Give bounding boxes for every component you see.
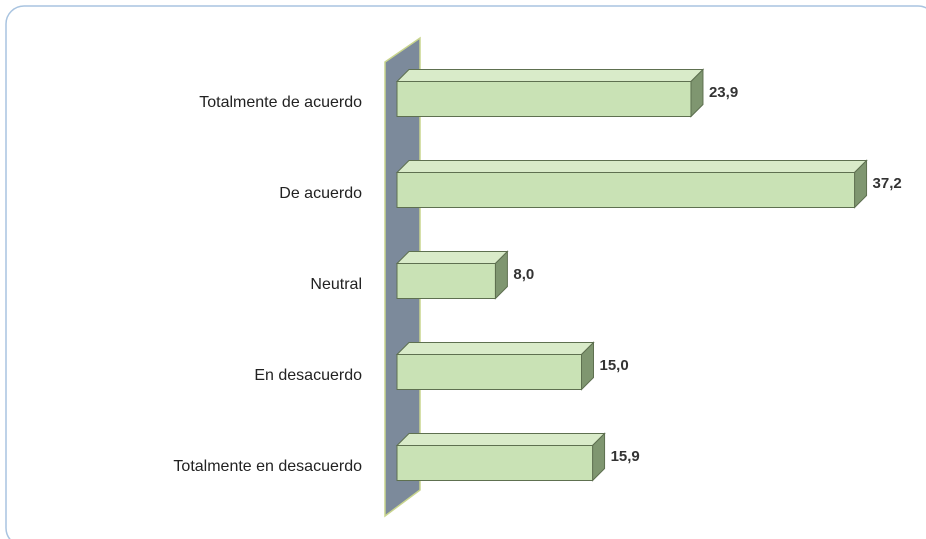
bar-top [395,160,868,173]
data-label: 23,9 [709,84,738,101]
bar-top [395,251,509,264]
bar [396,81,692,117]
bar [396,172,856,208]
bar-top [395,342,595,355]
data-label: 15,9 [611,448,640,465]
data-label: 15,0 [600,357,629,374]
y-tick-label: Totalmente de acuerdo [199,94,362,111]
bar [396,445,594,481]
data-label: 8,0 [513,266,534,283]
bar [396,263,496,299]
y-tick-label: De acuerdo [279,185,362,202]
bar-top [395,69,705,82]
data-label: 37,2 [873,175,902,192]
y-tick-label: Neutral [310,276,362,293]
y-tick-label: En desacuerdo [254,367,362,384]
y-tick-label: Totalmente en desacuerdo [173,458,362,475]
bar-top [395,433,606,446]
bar [396,354,582,390]
